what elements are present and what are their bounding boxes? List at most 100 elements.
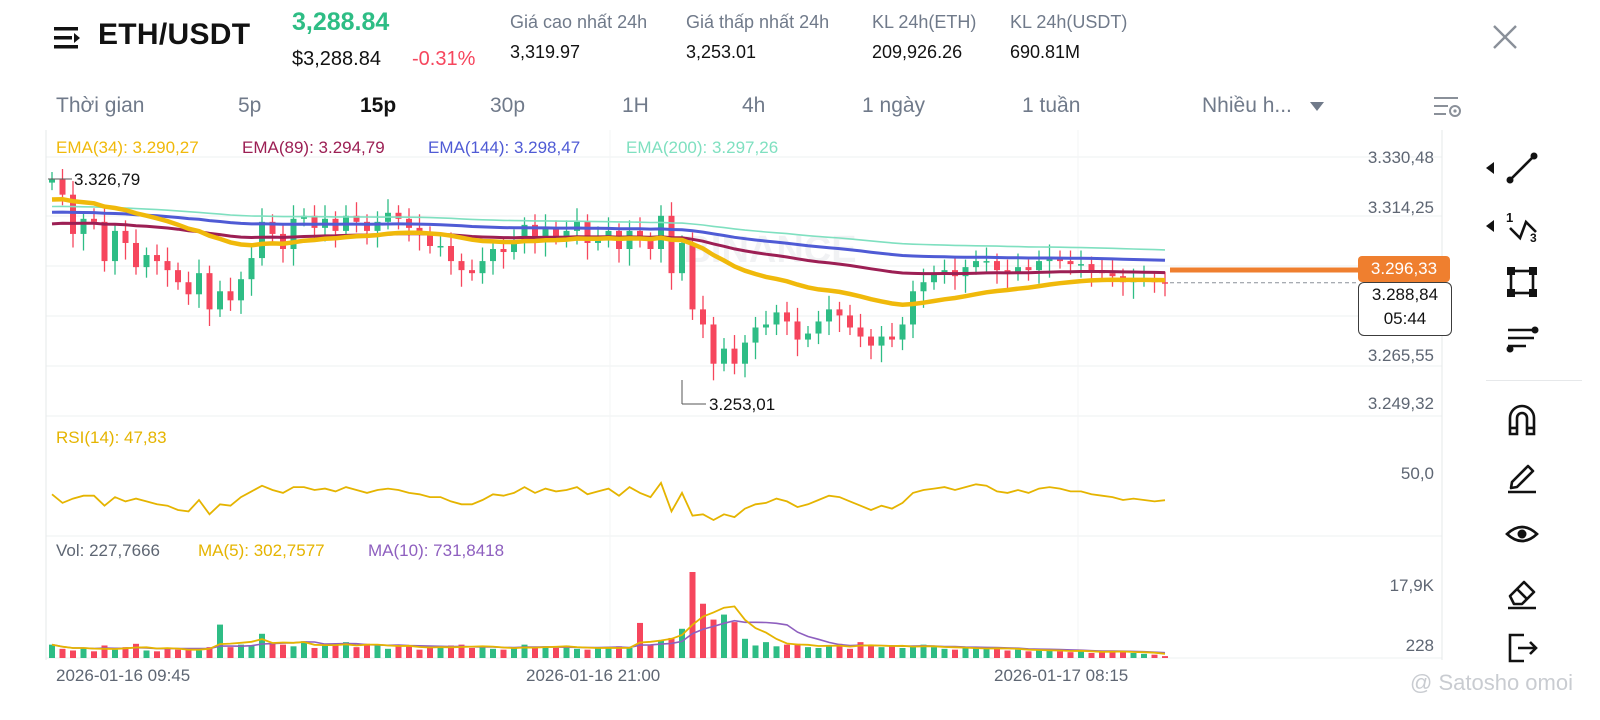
volume-bar: [616, 646, 622, 658]
tab-4h[interactable]: 4h: [742, 94, 766, 117]
tab-5m[interactable]: 5p: [238, 94, 262, 117]
tab-time[interactable]: Thời gian: [56, 94, 145, 117]
volume-bar: [521, 644, 528, 658]
candle: [910, 291, 916, 325]
candle: [1046, 258, 1053, 262]
volume-bar: [91, 651, 97, 658]
candle: [826, 309, 832, 322]
volume-bar: [658, 640, 664, 658]
volume-bar: [1099, 652, 1105, 658]
fib-tool[interactable]: 1 3: [1502, 206, 1542, 246]
toolbar-divider: [1486, 380, 1582, 381]
last-price-usd: $3,288.84: [292, 48, 381, 70]
ema-lines: [51, 196, 1358, 307]
candle: [479, 261, 486, 274]
tab-more[interactable]: Nhiều h...: [1202, 94, 1292, 117]
volume-bar: [847, 648, 853, 658]
chart-settings-icon[interactable]: [1432, 94, 1462, 120]
volume-bar: [626, 647, 633, 658]
legend-ema200: EMA(200): 3.297,26: [626, 138, 779, 157]
volume-bar: [374, 645, 381, 658]
tab-15m[interactable]: 15p: [360, 94, 397, 117]
volume-bar: [542, 646, 549, 658]
candle: [962, 267, 969, 277]
credit-watermark: @ Satosho omoi: [1410, 670, 1573, 695]
candle: [532, 224, 538, 240]
candle: [584, 221, 591, 243]
eraser-icon: [1508, 580, 1536, 610]
volume-bar: [322, 645, 328, 658]
volume-bar: [458, 644, 465, 658]
candle: [763, 324, 769, 328]
volume-bar: [101, 645, 108, 658]
volume-bar: [500, 649, 507, 658]
volume-bar: [311, 647, 318, 658]
volume-bar: [679, 628, 685, 658]
volume-bar: [59, 648, 66, 658]
candle: [1162, 282, 1168, 284]
chevron-down-icon[interactable]: [1310, 102, 1324, 111]
candle: [133, 242, 139, 268]
volume-bar: [584, 649, 591, 658]
candle: [101, 221, 108, 262]
draw-tool[interactable]: [1502, 456, 1542, 496]
vol-label: Vol: 227,7666: [56, 541, 160, 560]
tab-1w[interactable]: 1 tuần: [1022, 94, 1081, 117]
candle: [1078, 264, 1084, 266]
volume-bar: [196, 650, 202, 658]
close-icon[interactable]: [1490, 22, 1520, 52]
rectangle-tool[interactable]: [1502, 262, 1542, 302]
trading-pair[interactable]: ETH/USDT: [98, 18, 251, 51]
candle: [364, 221, 370, 231]
candle: [1036, 261, 1042, 271]
price-axis-label: 3.330,48: [1367, 148, 1434, 167]
candle-countdown: 05:44: [1383, 309, 1427, 328]
volume-bar: [910, 646, 916, 658]
volume-bar: [364, 643, 370, 658]
volume-bar: [815, 647, 822, 658]
volume-bar: [1004, 650, 1011, 658]
magnet-tool[interactable]: [1502, 400, 1542, 440]
parallel-lines-tool[interactable]: [1502, 318, 1542, 358]
trend-line-tool[interactable]: [1502, 148, 1542, 188]
volume-bar: [122, 647, 129, 658]
candle: [899, 324, 906, 340]
candle: [469, 270, 475, 274]
volume-bar: [133, 643, 139, 658]
tab-1d[interactable]: 1 ngày: [862, 94, 926, 117]
candle: [731, 348, 738, 364]
candle: [794, 321, 801, 340]
volume-bar: [962, 647, 969, 658]
eraser-tool[interactable]: [1502, 572, 1542, 612]
candle: [112, 230, 118, 262]
volume-bar: [1067, 652, 1074, 658]
candlestick-chart[interactable]: BINANCE: [0, 128, 1600, 720]
volume-bar: [269, 643, 276, 658]
candle: [154, 255, 160, 262]
parallel-lines-icon: [1506, 326, 1539, 353]
volume-bar: [1057, 651, 1063, 658]
tab-1h[interactable]: 1H: [622, 94, 649, 117]
menu-icon[interactable]: [52, 22, 84, 54]
volume-bar: [1088, 652, 1095, 658]
expand-arrow-icon[interactable]: [1486, 220, 1494, 232]
candle: [196, 273, 202, 295]
fibonacci-icon: 1 3: [1506, 210, 1537, 244]
last-price: 3,288.84: [292, 8, 390, 36]
candle: [164, 261, 171, 271]
candle: [805, 333, 811, 340]
exit-tool[interactable]: [1502, 628, 1542, 668]
candle: [553, 227, 559, 237]
low-annotation: 3.253,01: [709, 395, 776, 414]
volume-bar: [752, 645, 759, 658]
candle: [448, 245, 454, 262]
candle: [521, 224, 528, 243]
volume-bar: [175, 649, 181, 658]
candle: [647, 239, 654, 250]
expand-arrow-icon[interactable]: [1486, 162, 1494, 174]
volume-bar: [70, 650, 76, 658]
volume-bar: [154, 651, 160, 658]
volume-bar: [290, 646, 297, 658]
tab-30m[interactable]: 30p: [490, 94, 526, 117]
visibility-tool[interactable]: [1502, 514, 1542, 554]
